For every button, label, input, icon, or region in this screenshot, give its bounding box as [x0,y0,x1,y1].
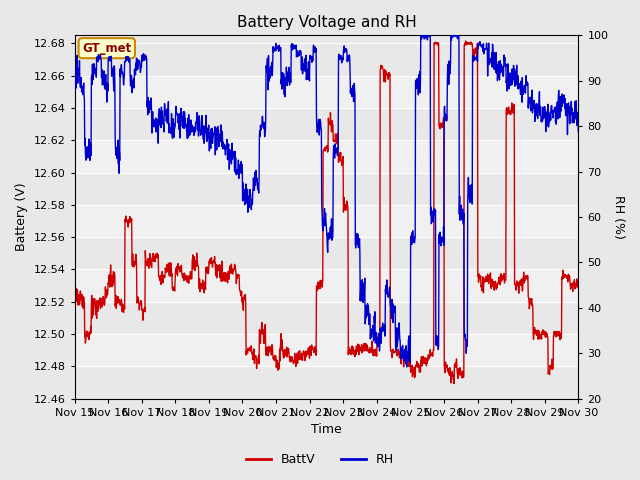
Text: GT_met: GT_met [82,42,131,55]
Y-axis label: Battery (V): Battery (V) [15,183,28,252]
Bar [75,108,579,140]
X-axis label: Time: Time [311,423,342,436]
Bar [75,366,579,398]
Y-axis label: RH (%): RH (%) [612,195,625,239]
Legend: BattV, RH: BattV, RH [241,448,399,471]
Bar [75,237,579,269]
Bar [75,269,579,302]
Title: Battery Voltage and RH: Battery Voltage and RH [237,15,416,30]
Bar [75,173,579,205]
Bar [75,140,579,173]
Bar [75,43,579,76]
Bar [75,302,579,334]
Bar [75,76,579,108]
Bar [75,205,579,237]
Bar [75,334,579,366]
